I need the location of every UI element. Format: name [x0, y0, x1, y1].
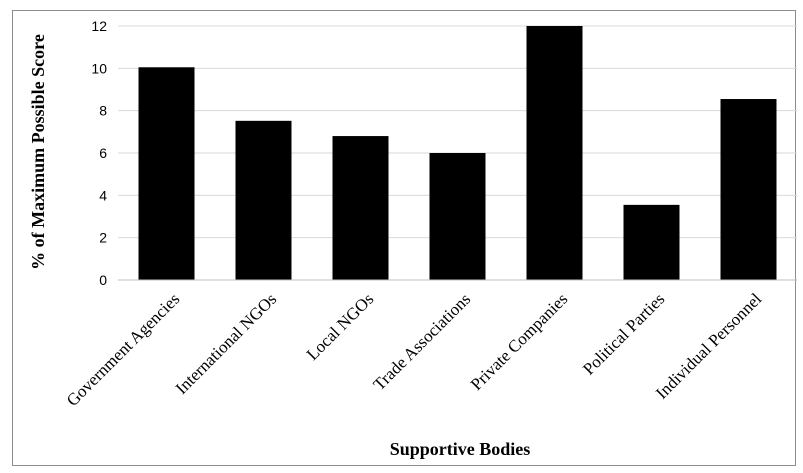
x-tick-label-government-agencies: Government Agencies — [63, 289, 184, 410]
bar-political-parties — [623, 204, 680, 280]
bar-private-companies — [526, 26, 583, 280]
bar-government-agencies — [138, 67, 195, 281]
y-tick-label-12: 12 — [91, 18, 107, 34]
y-axis-title: % of Maximum Possible Score — [28, 34, 48, 270]
bar-international-ngos — [235, 120, 292, 281]
y-tick-label-8: 8 — [99, 103, 107, 119]
bar-local-ngos — [332, 136, 389, 280]
bar-individual-personnel — [720, 99, 777, 281]
bars — [138, 26, 777, 281]
x-tick-label-international-ngos: International NGOs — [172, 289, 281, 398]
x-tick-label-local-ngos: Local NGOs — [303, 289, 378, 364]
x-tick-label-trade-associations: Trade Associations — [369, 289, 474, 394]
y-tick-labels: 0 2 4 6 8 10 12 — [91, 18, 107, 288]
y-tick-label-0: 0 — [99, 272, 107, 288]
y-tick-label-4: 4 — [99, 187, 107, 203]
y-tick-label-2: 2 — [99, 230, 107, 246]
x-tick-label-individual-personnel: Individual Personnel — [652, 289, 765, 402]
bar-trade-associations — [429, 153, 486, 280]
y-tick-label-6: 6 — [99, 145, 107, 161]
y-tick-label-10: 10 — [91, 60, 107, 76]
gridlines — [118, 25, 797, 239]
x-tick-label-political-parties: Political Parties — [579, 289, 668, 378]
x-axis-title: Supportive Bodies — [390, 439, 531, 459]
x-tick-label-private-companies: Private Companies — [467, 289, 572, 394]
